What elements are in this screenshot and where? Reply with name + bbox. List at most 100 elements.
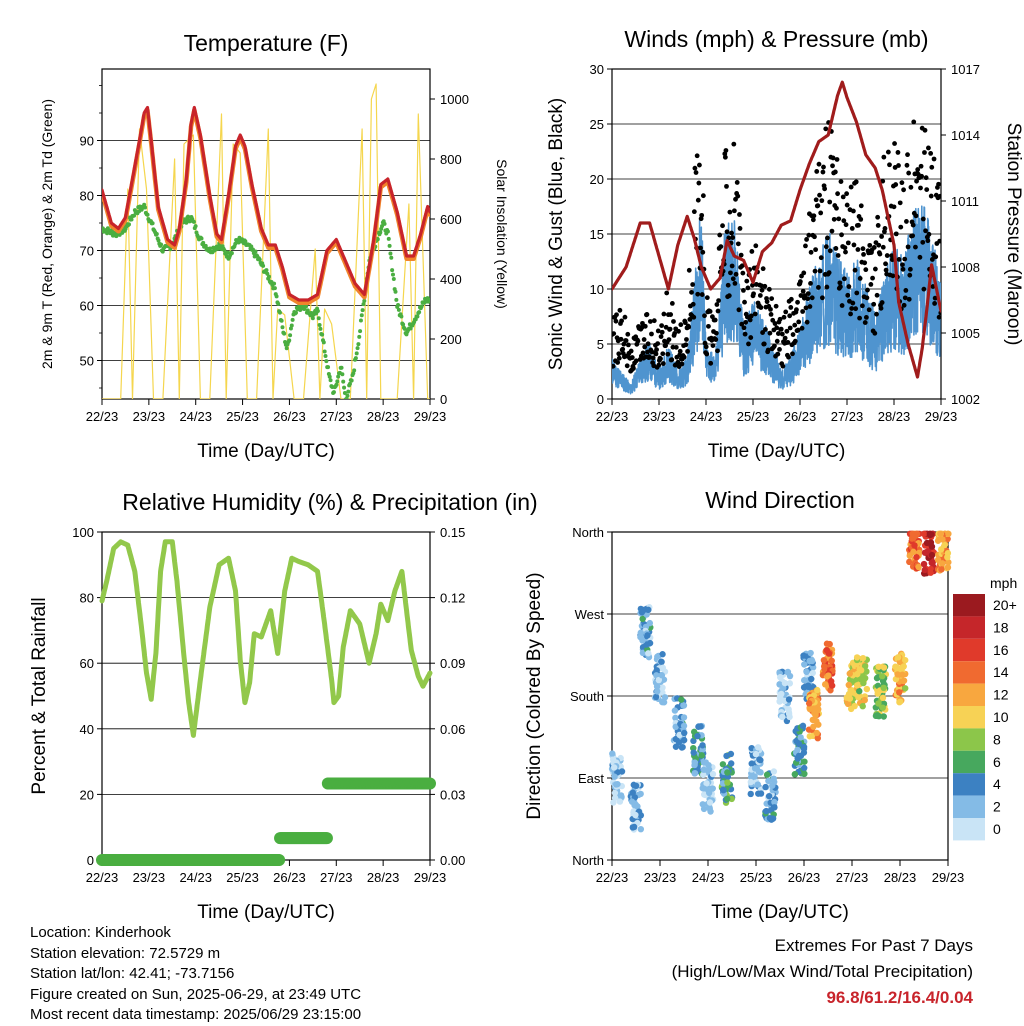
elevation-text: Station elevation: 72.5729 m [30, 944, 221, 962]
y2-tick-label: 1011 [951, 194, 979, 209]
gust-point [670, 344, 676, 350]
direction-point [644, 632, 651, 639]
gust-point [816, 285, 821, 290]
y-tick-label: 20 [590, 172, 604, 187]
gust-point [914, 178, 919, 184]
y2-tick-label: 0.09 [440, 656, 465, 671]
colorbar-label: 8 [993, 731, 1001, 747]
gust-point [749, 249, 755, 254]
gust-point [839, 303, 845, 308]
x-tick-label: 24/23 [179, 870, 212, 885]
gust-point [830, 163, 835, 169]
direction-point [755, 790, 762, 797]
gust-point [853, 306, 859, 312]
x-axis-label: Time (Day/UTC) [197, 441, 335, 462]
gust-point [841, 276, 847, 282]
direction-point [909, 530, 916, 538]
dewpoint-point [342, 385, 347, 390]
gust-point [922, 150, 927, 155]
gust-point [835, 253, 841, 258]
colorbar-label: 6 [993, 754, 1001, 770]
gust-point [923, 228, 928, 234]
gust-point [862, 260, 868, 266]
direction-point [756, 756, 763, 763]
direction-point [853, 654, 861, 661]
gust-point [917, 254, 923, 260]
dewpoint-point [353, 356, 358, 361]
gust-point [823, 244, 829, 250]
temperature-panel: 50 60 70 80 90 22/23 23/23 24/23 25/23 26/23 27/23… [39, 30, 510, 462]
direction-point [846, 670, 853, 677]
colorbar-label: 16 [993, 642, 1009, 658]
dewpoint-point [336, 374, 341, 379]
direction-points [608, 530, 952, 833]
direction-point [698, 752, 706, 759]
gust-point [737, 226, 743, 231]
dewpoint-point [419, 304, 424, 309]
direction-point [880, 684, 887, 692]
gust-point [937, 193, 941, 199]
gust-point [923, 175, 929, 181]
dewpoint-point [361, 302, 366, 307]
dewpoint-point [150, 221, 155, 226]
gust-point [787, 325, 793, 331]
gust-point [825, 235, 830, 241]
direction-point [860, 679, 867, 687]
gust-point [760, 266, 766, 272]
dewpoint-point [316, 316, 321, 321]
gust-point [875, 223, 881, 228]
direction-point [848, 689, 855, 696]
gust-point [622, 314, 628, 320]
gust-point [738, 252, 744, 258]
y-tick-label: East [578, 771, 604, 786]
gust-point [699, 212, 705, 218]
gust-point [845, 292, 851, 298]
gust-point [817, 268, 823, 274]
colorbar-label: 0 [993, 821, 1001, 837]
direction-point [652, 693, 660, 701]
gust-point [904, 219, 909, 224]
y2-tick-label: 0.06 [440, 722, 465, 737]
gust-point [831, 216, 837, 222]
direction-point [814, 734, 821, 742]
humidity-precip-panel: 0 20 40 60 80 100 22/23 23/23 24/23 25/23 26/23 27/… [29, 489, 538, 923]
gust-point [623, 338, 629, 344]
gust-point [656, 362, 662, 368]
gust-point [615, 360, 621, 365]
gust-point [686, 267, 692, 273]
gust-point [883, 267, 889, 273]
gust-point [669, 301, 675, 306]
direction-point [828, 682, 836, 689]
gust-point [907, 266, 913, 272]
direction-point [899, 671, 906, 678]
y2-tick-label: 0.00 [440, 853, 465, 868]
direction-point [861, 696, 868, 704]
precip-point [424, 777, 436, 790]
dewpoint-point [401, 322, 406, 327]
gust-point [665, 351, 671, 357]
direction-point [929, 559, 936, 566]
direction-point [845, 681, 852, 689]
gust-point [706, 323, 711, 329]
direction-point [632, 811, 639, 819]
y-tick-label: 40 [80, 722, 94, 737]
direction-point [826, 640, 833, 648]
gust-point [855, 247, 861, 252]
gust-point [904, 162, 910, 168]
gust-point [717, 232, 723, 238]
direction-point [672, 743, 680, 750]
direction-point [806, 657, 813, 665]
direction-point [805, 682, 812, 689]
dewpoint-point [315, 309, 320, 314]
dewpoint-point [304, 304, 309, 309]
dewpoint-point [387, 243, 392, 248]
gust-point [655, 328, 661, 334]
gust-point [853, 179, 859, 185]
dewpoint-point [287, 338, 292, 343]
dewpoint-point [349, 378, 354, 383]
gust-point [871, 301, 877, 307]
y-tick-label: 25 [590, 117, 604, 132]
y2-tick-label: 1008 [951, 260, 980, 275]
direction-point [846, 695, 854, 702]
direction-point [813, 718, 820, 725]
